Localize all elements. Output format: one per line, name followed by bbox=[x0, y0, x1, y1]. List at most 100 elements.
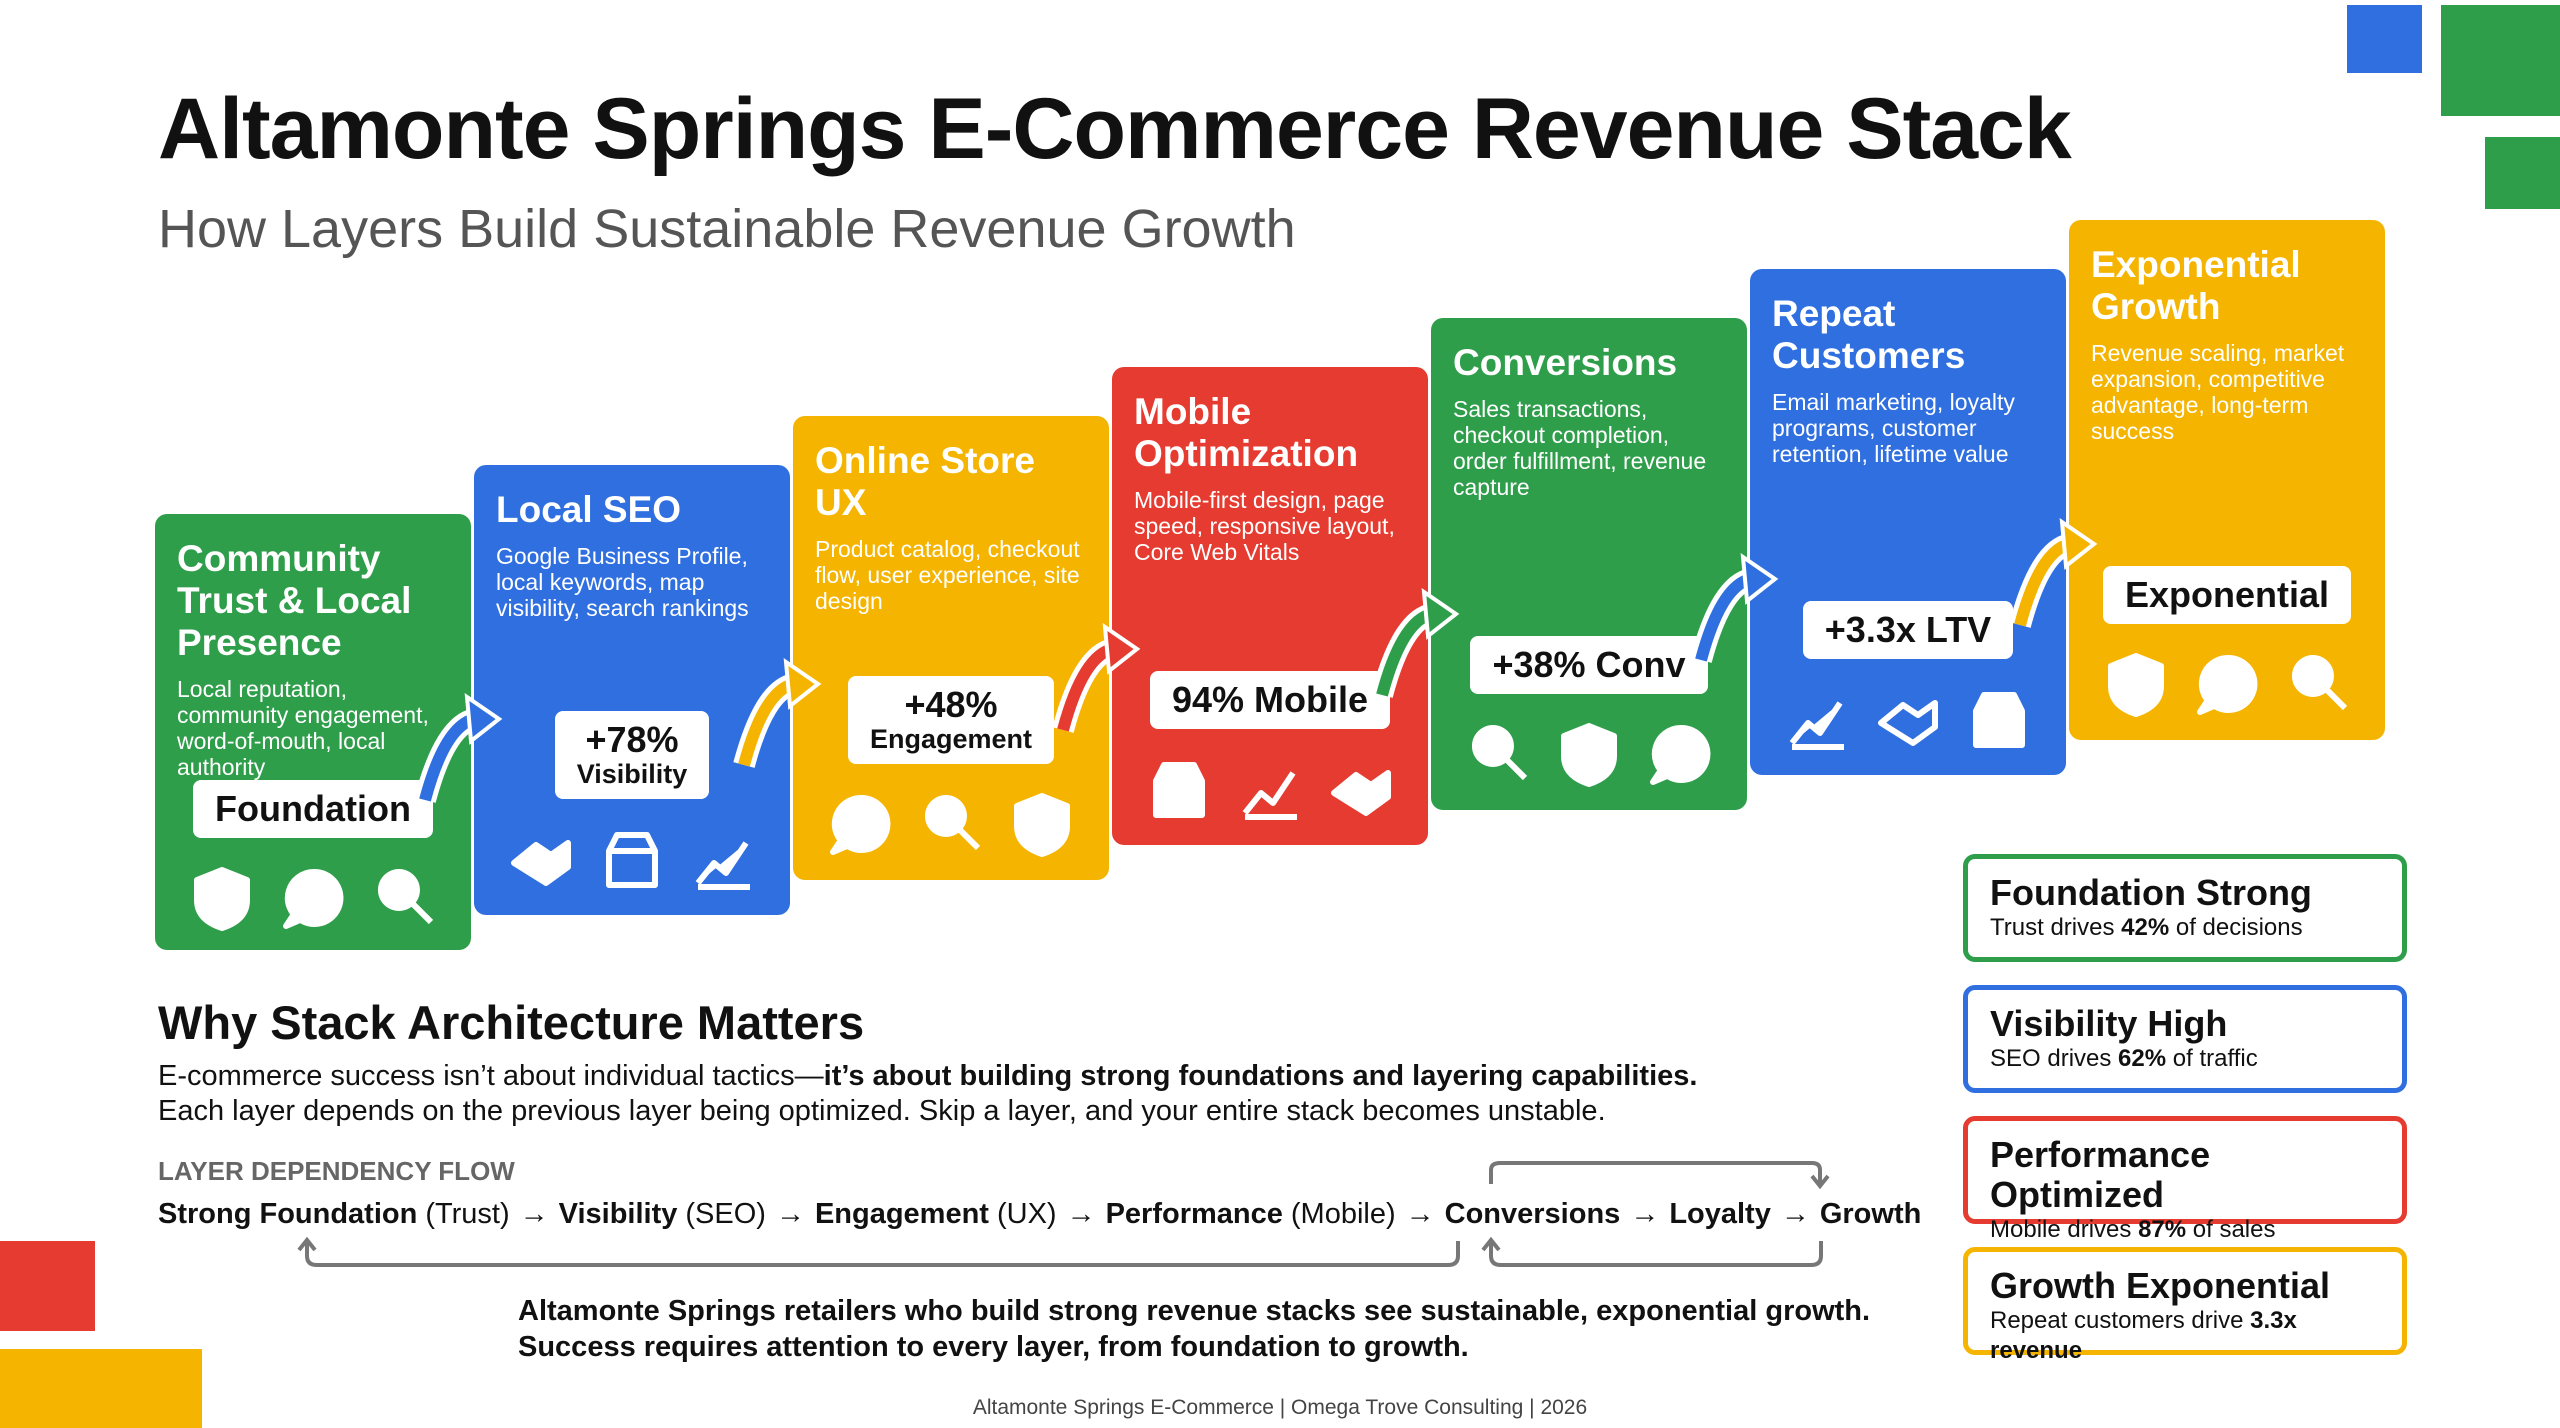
flow-separator: → bbox=[1405, 1198, 1435, 1230]
callout-card: Growth Exponential Repeat customers drive… bbox=[1963, 1247, 2407, 1364]
icon-shape bbox=[377, 869, 433, 925]
flow-step: Strong Foundation bbox=[158, 1198, 418, 1230]
icon-shape bbox=[2108, 653, 2165, 717]
flow-step: Conversions bbox=[1444, 1198, 1621, 1230]
flow-step: Performance bbox=[1105, 1198, 1283, 1230]
callout-text: Trust drives 42% of decisions bbox=[1990, 913, 2380, 943]
icon-shape bbox=[605, 832, 658, 888]
icon-shape bbox=[2291, 655, 2347, 711]
body-text: Each layer depends on the previous layer… bbox=[158, 1095, 1606, 1128]
flow-step: Growth bbox=[1819, 1198, 1922, 1230]
metric-text: +78% bbox=[585, 719, 679, 760]
flow-separator: → bbox=[1630, 1198, 1660, 1230]
flow-step: Loyalty bbox=[1669, 1198, 1771, 1230]
icon-shape bbox=[1649, 724, 1711, 785]
icon bbox=[282, 868, 344, 929]
flow-separator: → bbox=[1066, 1198, 1096, 1230]
callout-text: Repeat customers drive 3.3x revenue bbox=[1990, 1306, 2380, 1366]
arrow-head bbox=[2059, 517, 2098, 570]
layer-card: Community Trust & Local Presence Local re… bbox=[155, 514, 471, 950]
flow-step: Visibility bbox=[558, 1198, 678, 1230]
icon bbox=[924, 795, 981, 851]
body-text-part: E-commerce success isn’t about individua… bbox=[158, 1060, 824, 1092]
icon bbox=[1789, 701, 1845, 750]
subtitle: How Layers Build Sustainable Revenue Gro… bbox=[158, 199, 1296, 259]
layer-title: Community Trust & Local Presence bbox=[177, 538, 412, 663]
icon-shape bbox=[830, 794, 891, 855]
callout-title: Foundation Strong bbox=[1990, 872, 2312, 913]
layer-card: Local SEO Google Business Profile, local … bbox=[474, 465, 790, 915]
footer: Altamonte Springs E-Commerce | Omega Tro… bbox=[972, 1396, 1588, 1419]
callout-title: Visibility High bbox=[1990, 1003, 2228, 1044]
icon-shape bbox=[924, 795, 981, 851]
flow-note: (UX) bbox=[996, 1198, 1057, 1230]
callout-text-part: 3.3x revenue bbox=[1990, 1307, 2297, 1364]
metric-text: +3.3x LTV bbox=[1824, 609, 1992, 650]
icon-row bbox=[2091, 648, 2363, 718]
flow-separator: → bbox=[775, 1198, 805, 1230]
layer-card: Conversions Sales transactions, checkout … bbox=[1431, 318, 1747, 810]
layer-description: Product catalog, checkout flow, user exp… bbox=[815, 536, 1080, 614]
layer-card: Repeat Customers Email marketing, loyalty… bbox=[1750, 269, 2066, 775]
decor bbox=[2485, 137, 2560, 209]
decor bbox=[0, 1241, 95, 1331]
layer-description: Revenue scaling, market expansion, compe… bbox=[2091, 340, 2345, 444]
flow-step: Engagement bbox=[814, 1198, 989, 1230]
icon bbox=[1972, 692, 2025, 748]
icon-shape bbox=[511, 840, 572, 886]
section-heading: Why Stack Architecture Matters bbox=[158, 996, 865, 1049]
arrow-head bbox=[1421, 587, 1460, 640]
callout-title: Performance Optimized bbox=[1990, 1134, 2211, 1215]
callout-card: Foundation Strong Trust drives 42% of dec… bbox=[1963, 854, 2407, 962]
layer-title: Conversions bbox=[1453, 342, 1678, 383]
flow: Strong Foundation (Trust) → Visibility (SEO)… bbox=[158, 1198, 1921, 1231]
icon-shape bbox=[1472, 725, 1528, 781]
icon bbox=[605, 832, 658, 888]
callout-text-part: of traffic bbox=[2166, 1045, 2258, 1072]
body-text-part: Each layer depends on the previous layer… bbox=[158, 1095, 1606, 1127]
callout-card: Visibility High SEO drives 62% of traffic bbox=[1963, 985, 2407, 1093]
icon bbox=[2291, 655, 2347, 711]
arrow-head bbox=[464, 692, 503, 745]
callout-text: Mobile drives 87% of sales bbox=[1990, 1215, 2380, 1245]
icon-row bbox=[1134, 753, 1406, 823]
icon bbox=[1013, 793, 1070, 857]
layer-description: Local reputation, community engagement, … bbox=[177, 676, 429, 780]
layer-title: Online Store UX bbox=[815, 440, 1035, 523]
icon-shape bbox=[1789, 701, 1845, 750]
body-text-part: it’s about building strong foundations a… bbox=[823, 1060, 1698, 1092]
metric-text: Engagement bbox=[869, 724, 1033, 754]
icon-shape bbox=[1330, 770, 1391, 816]
metric-text: Exponential bbox=[2124, 574, 2330, 615]
metric-text: Visibility bbox=[576, 759, 688, 789]
decor bbox=[2441, 5, 2560, 116]
metric-text: +38% Conv bbox=[1492, 644, 1686, 685]
flow-note: (Mobile) bbox=[1290, 1198, 1396, 1230]
flow-note: (Trust) bbox=[425, 1198, 510, 1230]
decor bbox=[0, 1349, 202, 1428]
icon-shape bbox=[1972, 692, 2025, 748]
icon-shape bbox=[2196, 654, 2258, 715]
decor bbox=[2347, 5, 2422, 73]
conclusion-text: Altamonte Springs retailers who build st… bbox=[518, 1295, 1871, 1327]
callout-text-part: 87% bbox=[2138, 1216, 2187, 1243]
icon bbox=[1153, 762, 1206, 818]
layer-description: Email marketing, loyalty programs, custo… bbox=[1772, 389, 2015, 467]
layer-title: Local SEO bbox=[496, 489, 682, 530]
metric-text: +48% bbox=[904, 684, 998, 725]
icon bbox=[511, 840, 572, 886]
layer-description: Google Business Profile, local keywords,… bbox=[496, 543, 749, 621]
icon bbox=[1877, 700, 1938, 746]
layer-metric: +3.3x LTV bbox=[1802, 601, 2014, 659]
icon bbox=[1649, 724, 1711, 785]
layer-title: Exponential Growth bbox=[2091, 244, 2301, 327]
arrow-head bbox=[783, 657, 822, 710]
icon bbox=[2108, 653, 2165, 717]
flow-separator: → bbox=[1780, 1198, 1810, 1230]
icon-shape bbox=[1153, 762, 1206, 818]
layer-metric: +78% Visibility bbox=[554, 711, 710, 799]
icon-shape bbox=[194, 867, 251, 931]
